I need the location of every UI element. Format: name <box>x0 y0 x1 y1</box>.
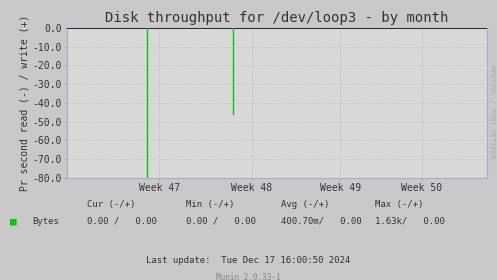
Text: 1.63k/   0.00: 1.63k/ 0.00 <box>375 217 445 226</box>
Text: Last update:  Tue Dec 17 16:00:50 2024: Last update: Tue Dec 17 16:00:50 2024 <box>147 256 350 265</box>
Text: Max (-/+): Max (-/+) <box>375 200 423 209</box>
Text: Bytes: Bytes <box>32 217 59 226</box>
Text: Cur (-/+): Cur (-/+) <box>87 200 135 209</box>
Text: RRDTOOL / TOBI OETIKER: RRDTOOL / TOBI OETIKER <box>489 65 495 159</box>
Text: ■: ■ <box>10 216 17 226</box>
Text: Avg (-/+): Avg (-/+) <box>281 200 329 209</box>
Text: 0.00 /   0.00: 0.00 / 0.00 <box>186 217 256 226</box>
Text: 0.00 /   0.00: 0.00 / 0.00 <box>87 217 157 226</box>
Y-axis label: Pr second read (-) / write (+): Pr second read (-) / write (+) <box>19 15 29 191</box>
Title: Disk throughput for /dev/loop3 - by month: Disk throughput for /dev/loop3 - by mont… <box>105 11 449 25</box>
Text: Min (-/+): Min (-/+) <box>186 200 235 209</box>
Text: 400.70m/   0.00: 400.70m/ 0.00 <box>281 217 361 226</box>
Text: Munin 2.0.33-1: Munin 2.0.33-1 <box>216 273 281 280</box>
